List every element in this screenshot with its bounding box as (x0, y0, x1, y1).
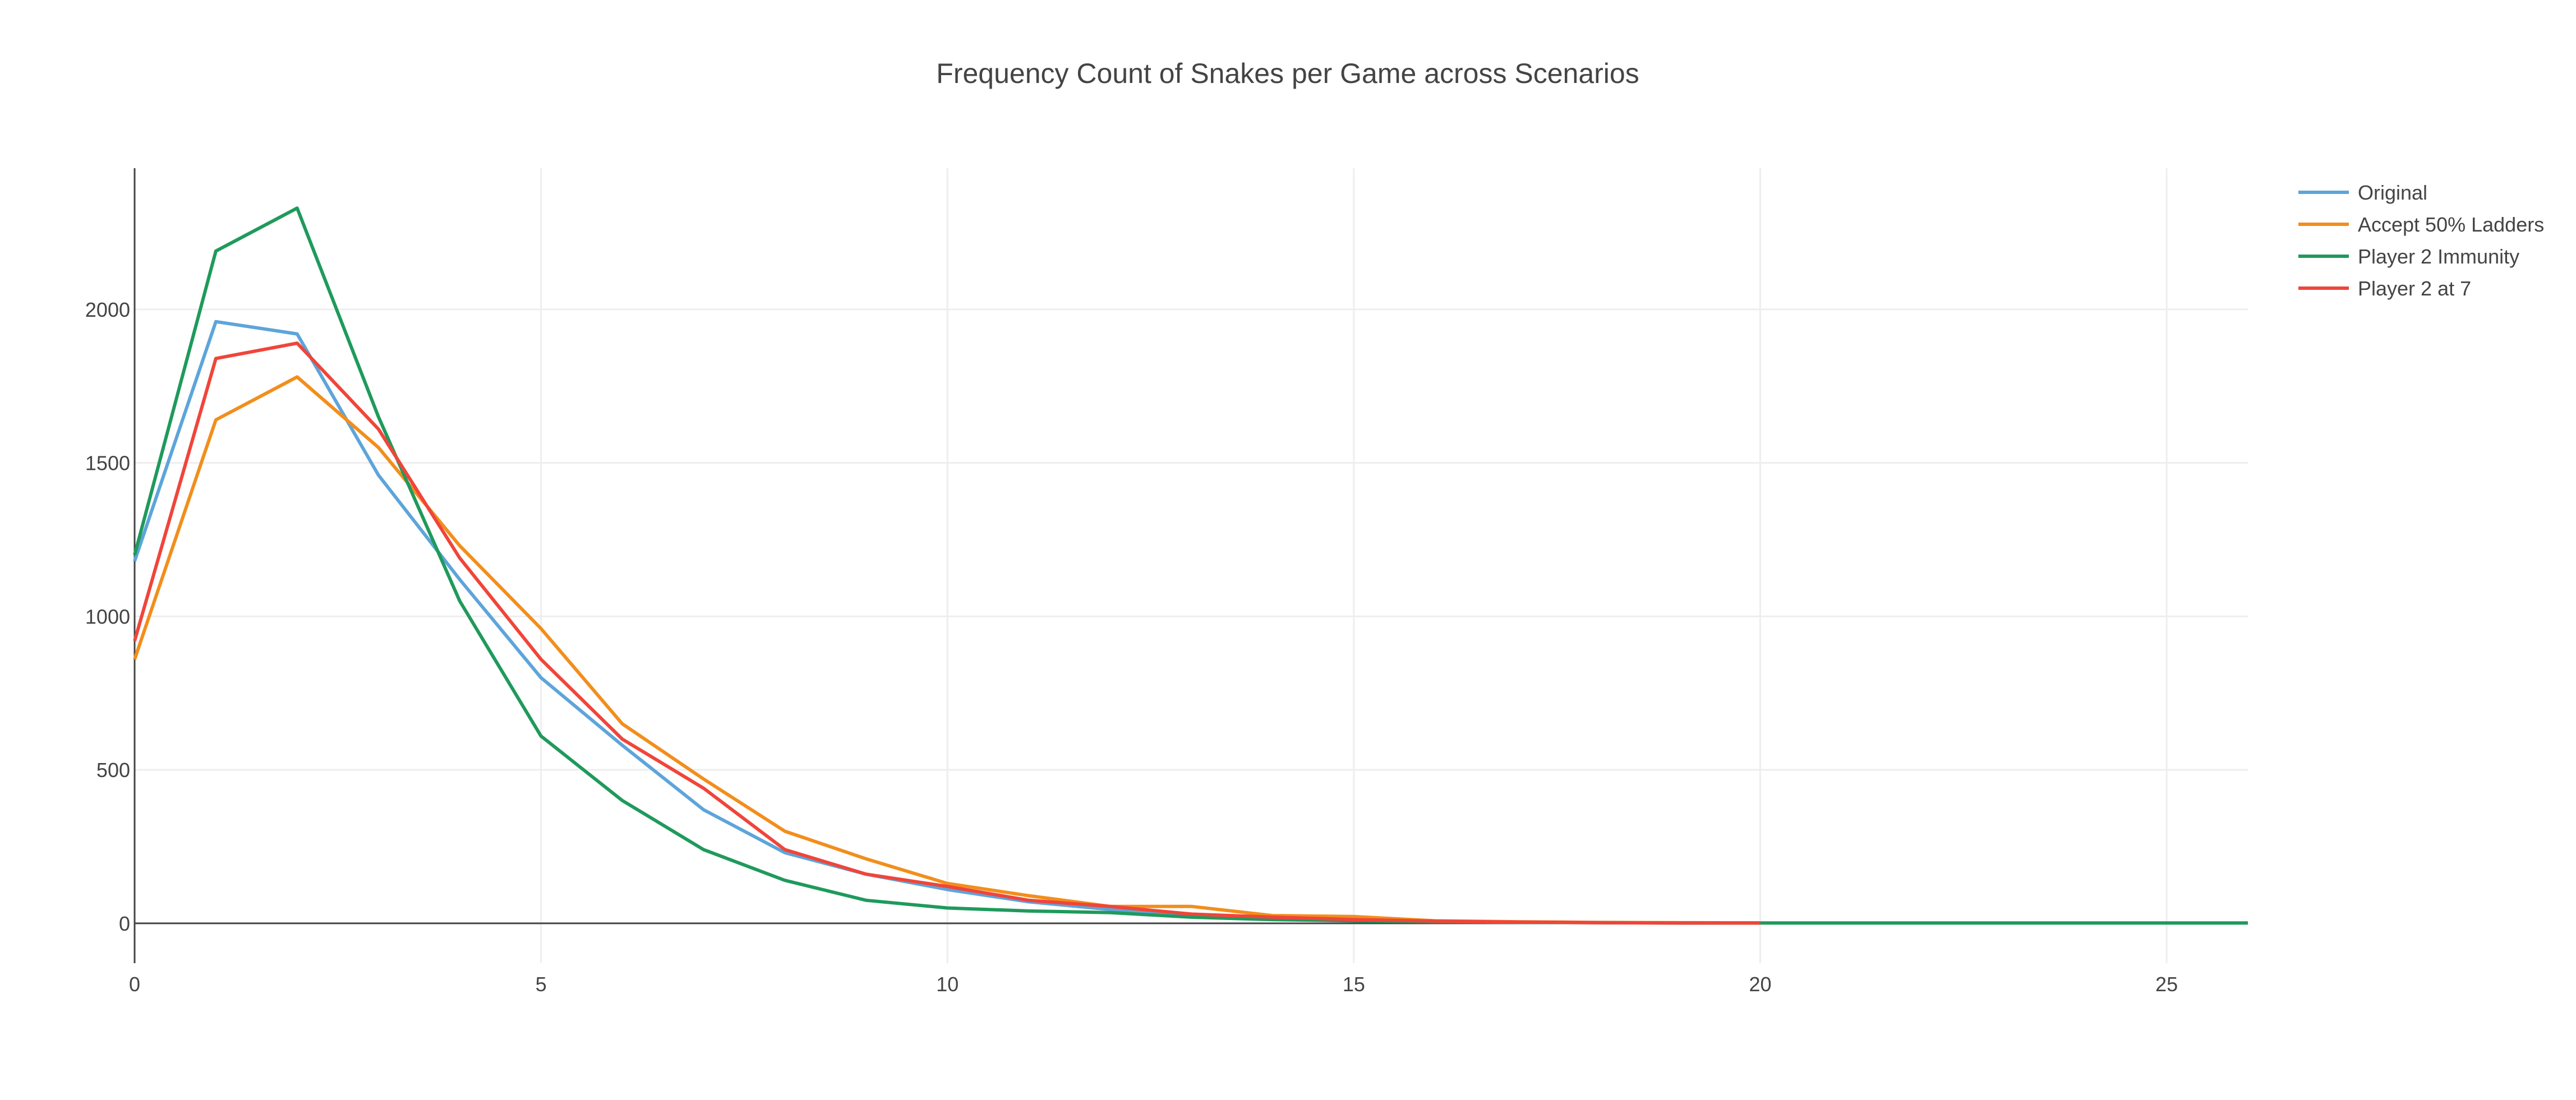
x-tick-label: 5 (536, 973, 547, 996)
legend-item[interactable]: Original (2298, 181, 2427, 204)
legend-label: Original (2358, 181, 2427, 204)
y-tick-label: 1500 (85, 452, 130, 475)
legend-label: Accept 50% Ladders (2358, 213, 2544, 236)
legend-item[interactable]: Player 2 at 7 (2298, 277, 2471, 300)
x-tick-label: 10 (936, 973, 958, 996)
axes (133, 168, 2248, 963)
chart-title: Frequency Count of Snakes per Game acros… (936, 58, 1639, 89)
x-tick-label: 15 (1343, 973, 1365, 996)
legend-item[interactable]: Player 2 Immunity (2298, 245, 2519, 268)
y-tick-label: 1000 (85, 605, 130, 628)
tick-labels: 0 5 10 15 20 25 0 500 1000 1500 2000 (85, 298, 2178, 996)
x-tick-label: 0 (129, 973, 140, 996)
x-tick-label: 20 (1749, 973, 1771, 996)
y-tick-label: 0 (119, 912, 130, 935)
y-tick-label: 500 (96, 759, 130, 782)
legend-item[interactable]: Accept 50% Ladders (2298, 213, 2544, 236)
x-tick-label: 25 (2155, 973, 2178, 996)
series-line-3 (133, 341, 1761, 925)
legend[interactable]: Original Accept 50% Ladders Player 2 Immun… (2298, 181, 2544, 300)
legend-label: Player 2 at 7 (2358, 277, 2471, 300)
series-lines (133, 206, 2248, 925)
legend-label: Player 2 Immunity (2358, 245, 2519, 268)
y-tick-label: 2000 (85, 298, 130, 321)
series-line-2 (133, 206, 2248, 925)
gridlines (135, 168, 2248, 963)
